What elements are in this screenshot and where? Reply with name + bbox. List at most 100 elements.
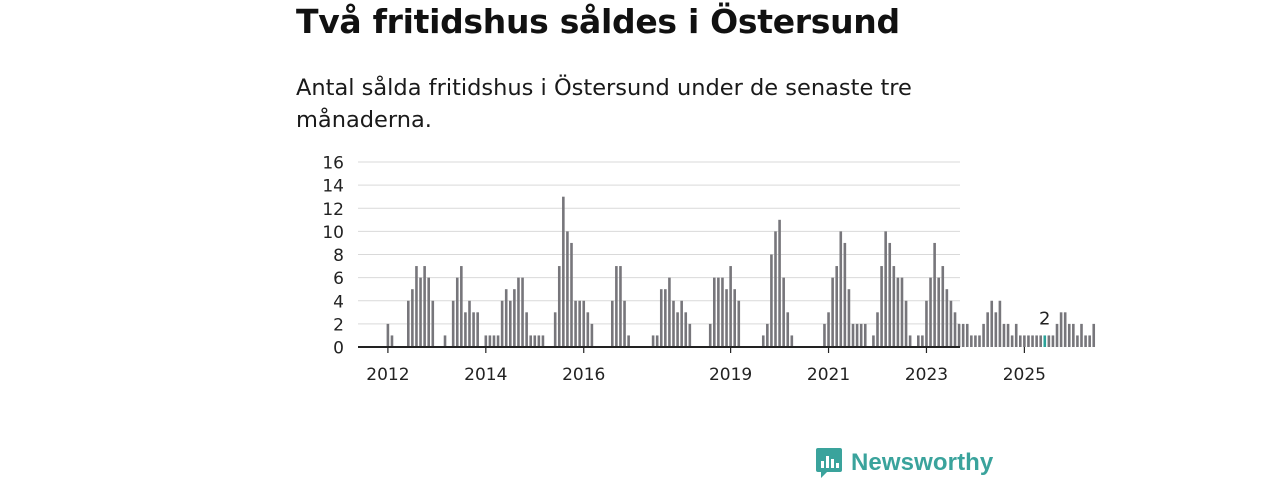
bar [1080,323,1083,348]
bar [937,277,940,348]
bar [419,277,422,348]
bar [839,231,843,348]
bar [1067,323,1071,348]
bar [1055,323,1059,348]
bar [859,323,863,348]
y-tick-label: 4 [333,292,344,312]
bar [1035,335,1038,347]
bar [407,300,410,347]
bar [982,323,985,348]
bar [770,254,773,347]
bar [945,289,949,347]
bar [884,231,887,348]
bar [517,277,520,348]
newsworthy-logo-icon [816,448,842,478]
bar [978,335,981,347]
bar [390,335,394,347]
bar [953,312,957,347]
bar [570,242,573,347]
bar [1031,335,1034,347]
bar [557,266,561,347]
bar [590,323,594,348]
bar-highlight [1043,335,1047,347]
bar [619,266,622,347]
bar [998,300,1002,347]
bar [917,335,920,347]
bar [688,323,692,348]
bar [786,312,790,347]
bar [496,335,500,347]
bar [957,323,961,348]
bar [782,277,785,348]
bar [484,335,488,347]
x-tick-label: 2021 [807,365,850,385]
bar [1076,335,1079,347]
bar [733,289,736,347]
axes [358,346,1025,353]
bar [1088,335,1091,347]
bar [994,312,998,347]
bar [460,266,463,347]
brand-name: Newsworthy [851,449,994,476]
y-tick-label: 2 [333,315,344,335]
bar [672,300,675,347]
bar [529,335,532,347]
bar [925,300,928,347]
bar [680,300,683,347]
bar [725,289,728,347]
bar [1006,323,1010,348]
bar [941,266,945,347]
bar [586,312,590,347]
bar [582,300,586,347]
bar [843,242,847,347]
bar [492,335,496,347]
y-tick-label: 0 [333,339,344,359]
y-tick-label: 8 [333,246,344,266]
bar [986,312,989,347]
y-tick-label: 16 [322,154,344,174]
bar [774,231,777,348]
bar [790,335,794,347]
bar [455,277,459,348]
bar [623,300,626,347]
bar [578,300,581,347]
bar [541,335,545,347]
bars [386,196,1096,348]
y-tick-label: 14 [322,177,344,197]
bar [464,312,467,347]
x-tick-label: 2012 [366,365,409,385]
y-tick-label: 6 [333,269,344,289]
bar [921,335,924,347]
bar [411,289,414,347]
bar [974,335,977,347]
bar [423,266,426,347]
bar [668,277,671,348]
bar [562,196,565,347]
bar [513,289,516,347]
bar [761,335,765,347]
bar [472,312,475,347]
bar [847,289,851,347]
bar [1002,323,1006,348]
bar [615,266,618,347]
bar [872,335,875,347]
bar [823,323,826,348]
bar [468,300,471,347]
x-tick-label: 2016 [562,365,605,385]
labels: 0 2 4 6 8 10 12 14 16 2012 2014 2016 2019 2021 2023 202… [322,154,1050,386]
bar [1063,312,1067,347]
bar [1084,335,1087,347]
y-tick-label: 10 [322,223,344,243]
bar [880,266,883,347]
highlight-value-label: 2 [1039,308,1050,329]
bar [509,300,512,347]
bar [717,277,720,348]
bar [855,323,859,348]
bar [721,277,724,348]
bar [778,219,781,347]
bar [1059,312,1063,347]
bar [684,312,688,347]
bar [904,300,908,347]
bar [965,323,969,348]
bar [708,323,712,348]
